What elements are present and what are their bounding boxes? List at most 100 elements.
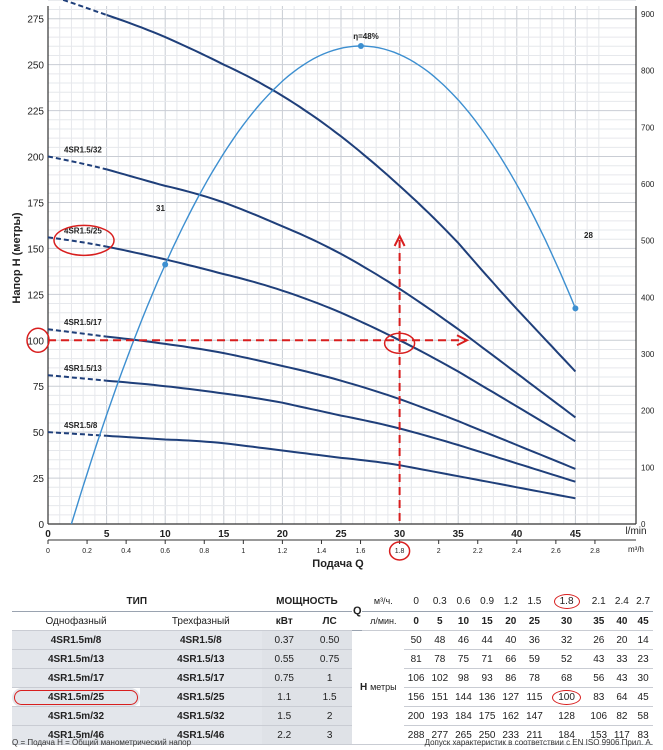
eff-left-label: 31	[156, 204, 165, 213]
q-lmin-cell: 5	[427, 611, 452, 631]
efficiency-curve	[70, 43, 579, 525]
kw-header: кВт	[261, 611, 307, 631]
cell-h: 58	[633, 706, 653, 726]
efficiency-point	[572, 305, 579, 312]
q-lmin-cell: 45	[633, 611, 653, 631]
eff-right-label: 28	[584, 231, 593, 240]
table-row: 4SR1.5m/17 4SR1.5/17 0.75 1 106 102 98 93 86 78 68…	[12, 668, 653, 688]
pump-curve	[106, 13, 577, 373]
x-m3h-tick-label: 2.6	[551, 548, 561, 555]
pump-curve-dashed-start	[47, 328, 107, 338]
x-tick-label: 10	[160, 529, 172, 540]
cell-h: 32	[546, 630, 587, 650]
x-tick-label: 15	[218, 529, 230, 540]
cell-three: 4SR1.5/8	[140, 630, 262, 650]
right-tick-label: 400	[641, 293, 655, 302]
pump-curve	[106, 335, 576, 470]
y-tick-label: 0	[38, 520, 44, 531]
cell-h: 36	[522, 630, 547, 650]
hp-header: ЛС	[306, 611, 353, 631]
y-tick-label: 200	[27, 153, 44, 164]
q-m3h-cell: 1.2	[498, 591, 523, 612]
q-m3h-cell: 1.5	[522, 591, 547, 612]
x-m3h-tick-label: 2.2	[473, 548, 483, 555]
cell-h: 106	[586, 706, 611, 726]
efficiency-line	[70, 45, 577, 525]
y-tick-label: 50	[33, 428, 45, 439]
three-phase-header: Трехфазный	[140, 611, 262, 631]
h-guide-arrow	[456, 334, 470, 347]
cell-kw: 0.75	[261, 668, 307, 688]
cell-single: 4SR1.5m/8	[12, 630, 141, 650]
cell-h: 81	[404, 649, 428, 669]
cell-h: 43	[610, 668, 634, 688]
y-axis-label: Напор H (метры)	[11, 212, 23, 303]
y-tick-label: 100	[27, 336, 44, 347]
model-circle	[53, 224, 115, 257]
cell-h: 68	[546, 668, 587, 688]
cell-single: 4SR1.5m/46	[12, 725, 141, 745]
y-tick-label: 175	[27, 198, 44, 209]
cell-h: 184	[546, 725, 587, 745]
cell-single: 4SR1.5m/25	[12, 687, 141, 707]
cell-single: 4SR1.5m/17	[12, 668, 141, 688]
cell-h: 233	[498, 725, 523, 745]
cell-h: 117	[610, 725, 634, 745]
cell-h: 147	[522, 706, 547, 726]
cell-h: 40	[498, 630, 523, 650]
x-m3h-tick-label: 2.4	[512, 548, 522, 555]
x-m3h-tick-label: 2	[437, 548, 441, 555]
cell-h: 75	[451, 649, 476, 669]
pump-curve	[106, 379, 576, 483]
right-tick-label: 900	[641, 10, 655, 19]
pump-curve-dashed-start	[47, 374, 107, 382]
curve-label: 4SR1.5/32	[64, 146, 102, 155]
x-tick-label: 20	[277, 529, 289, 540]
cell-h: 127	[498, 687, 523, 707]
x-m3h-tick-label: 0.6	[160, 548, 170, 555]
pump-curve	[106, 245, 576, 443]
q-m3h-cell: 0.6	[451, 591, 476, 612]
right-tick-label: 100	[641, 463, 655, 472]
q-lmin-cell: 30	[546, 611, 587, 631]
q-lmin-cell: 15	[475, 611, 499, 631]
cell-h: 48	[427, 630, 452, 650]
y-tick-label: 250	[27, 61, 44, 72]
h-tick-circle	[26, 327, 50, 354]
h-label: Н	[360, 682, 368, 693]
x-m3h-tick-label: 0	[46, 548, 50, 555]
right-tick-label: 600	[641, 180, 655, 189]
right-tick-label: 200	[641, 407, 655, 416]
typ-header: ТИП	[12, 591, 262, 612]
cell-hp: 3	[306, 725, 353, 745]
pump-curves: 4SR1.5/8 4SR1.5/13 4SR1.5/17 4SR1.5/25 4SR1.…	[47, 0, 577, 500]
cell-h: 45	[633, 687, 653, 707]
eff-max-label: η=48%	[353, 32, 379, 41]
cell-h: 93	[475, 668, 499, 688]
curve-label: 4SR1.5/13	[64, 364, 102, 373]
x-tick-label: 45	[570, 529, 582, 540]
cell-h: 193	[427, 706, 452, 726]
cell-hp: 1.5	[306, 687, 353, 707]
cell-h: 86	[498, 668, 523, 688]
cell-h: 115	[522, 687, 547, 707]
q-m3h-cell-highlight: 1.8	[546, 591, 587, 612]
h-unit: метры	[370, 682, 397, 692]
cell-h: 288	[404, 725, 428, 745]
cell-h: 277	[427, 725, 452, 745]
q-m3h-cell: 0.3	[427, 591, 452, 612]
right-tick-label: 800	[641, 67, 655, 76]
pump-chart: 0255075100125150175200225250275010020030…	[11, 0, 655, 570]
x-unit-lmin: l/min	[625, 526, 646, 537]
table-row: 4SR1.5m/8 4SR1.5/8 0.37 0.50 Н метры 50 48 46 44…	[12, 630, 653, 745]
cell-h: 26	[586, 630, 611, 650]
cell-h: 30	[633, 668, 653, 688]
x-unit-m3h: m³/h	[628, 545, 644, 554]
cell-three: 4SR1.5/46	[140, 725, 262, 745]
cell-h: 46	[451, 630, 476, 650]
cell-h: 136	[475, 687, 499, 707]
q-m3h-cell: 2.4	[610, 591, 634, 612]
cell-h: 64	[610, 687, 634, 707]
cell-h: 156	[404, 687, 428, 707]
cell-h: 82	[610, 706, 634, 726]
